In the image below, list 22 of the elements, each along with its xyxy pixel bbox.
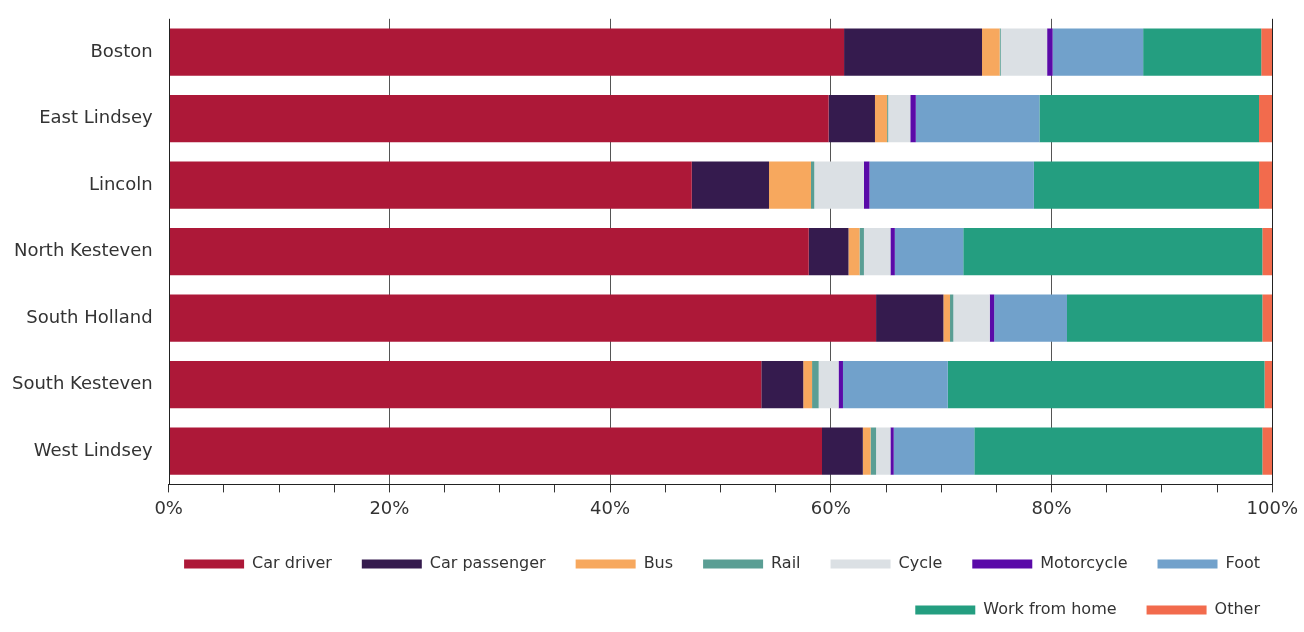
y-tick-label: West Lindsey	[33, 438, 153, 460]
legend-label: Cycle	[898, 553, 943, 573]
legend-label: Car passenger	[429, 553, 547, 573]
x-tick-label: 40%	[590, 496, 631, 518]
x-tick-label: 60%	[810, 496, 851, 518]
y-tick-label: North Kesteven	[13, 239, 153, 261]
legend-label: Motorcycle	[1040, 553, 1128, 573]
y-tick-label: South Kesteven	[11, 372, 153, 394]
legend-label: Car driver	[252, 553, 333, 573]
x-tick-label: 80%	[1031, 496, 1072, 518]
x-tick-label: 20%	[369, 496, 410, 518]
legend-label: Bus	[643, 553, 674, 573]
legend-label: Foot	[1225, 553, 1260, 573]
x-tick-label: 0%	[154, 496, 183, 518]
legend-label: Work from home	[983, 599, 1117, 619]
y-tick-label: Boston	[90, 39, 153, 61]
legend-label: Rail	[771, 553, 801, 573]
y-tick-label: East Lindsey	[39, 106, 153, 128]
y-tick-label: Lincoln	[88, 172, 153, 194]
y-tick-label: South Holland	[26, 305, 153, 327]
legend-label: Other	[1214, 599, 1261, 619]
x-tick-label: 100%	[1246, 496, 1298, 518]
